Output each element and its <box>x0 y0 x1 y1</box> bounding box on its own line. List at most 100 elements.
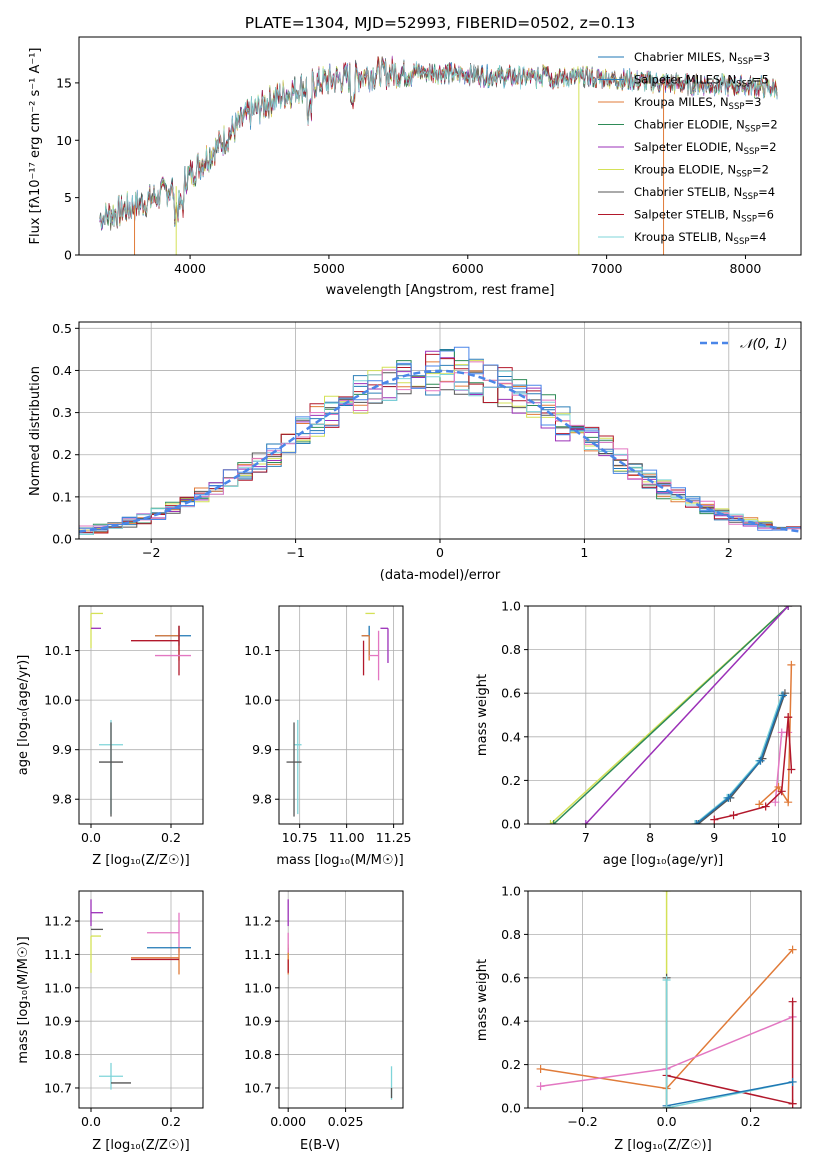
mass-vs-metallicity-y-axis-label: mass [log₁₀(M/M☉)] <box>16 936 31 1063</box>
legend-entry: Chabrier ELODIE, NSSP=2 <box>634 118 778 135</box>
mass-weight-series-line <box>553 606 789 824</box>
y-tick-label: 10.1 <box>44 643 72 658</box>
errorbar-point <box>380 627 389 663</box>
x-tick-label: 10 <box>771 830 787 845</box>
y-tick-label: 9.9 <box>252 742 272 757</box>
x-tick-label: 7000 <box>591 261 623 276</box>
mass-weight-vs-metallicity-axes: −0.2 0.0 0.2 0.0 0.2 0.4 0.6 0.8 1.0 <box>501 884 802 1129</box>
y-tick-label: 10.0 <box>244 693 272 708</box>
x-tick-label: 7 <box>582 830 590 845</box>
y-tick-label: 0.4 <box>501 1014 521 1029</box>
normal-curve-legend-label: 𝒩(0, 1) <box>740 337 787 352</box>
plus-marker <box>788 997 797 1006</box>
spectrum-y-axis-label: Flux [fλ10⁻¹⁷ erg cm⁻² s⁻¹ A⁻¹] <box>28 48 43 245</box>
spectrum-legend: Chabrier MILES, NSSP=3 Salpeter MILES, NS… <box>598 50 778 247</box>
y-tick-label: 0.2 <box>501 773 521 788</box>
y-tick-label: 0 <box>64 248 72 263</box>
mass-weight-vs-age-y-axis-label: mass weight <box>475 674 490 756</box>
age-vs-metallicity-panel: 0.0 0.2 9.8 9.9 10.0 10.1 Z [log₁₀(Z/Z☉)] age… <box>16 605 204 868</box>
spectrum-axes: 4000 5000 6000 7000 8000 0 5 10 15 <box>56 36 802 276</box>
errorbar-point <box>99 1062 123 1090</box>
y-tick-label: 10.8 <box>244 1047 272 1062</box>
mass-vs-extinction-x-axis-label: E(B-V) <box>300 1138 340 1153</box>
mass-weight-lines <box>536 891 797 1108</box>
y-tick-label: 0.8 <box>501 642 521 657</box>
errorbar-point <box>294 719 302 815</box>
errorbar-point <box>90 935 101 973</box>
plus-marker <box>784 728 793 737</box>
y-tick-label: 0.3 <box>52 405 72 420</box>
plus-marker <box>771 798 780 807</box>
y-tick-label: 10.7 <box>244 1080 272 1095</box>
age-vs-metallicity-plot-area <box>79 606 203 824</box>
mass-weight-vs-age-panel: 7 8 9 10 0.0 0.2 0.4 0.6 0.8 1.0 age [log₁₀(age/y… <box>475 599 802 868</box>
y-tick-label: 10.7 <box>44 1080 72 1095</box>
plus-marker <box>729 811 738 820</box>
plus-marker <box>691 820 700 824</box>
x-tick-label: 11.00 <box>329 830 365 845</box>
legend-entry: Kroupa MILES, NSSP=3 <box>634 95 761 112</box>
mass-weight-vs-age-x-axis-label: age [log₁₀(age/yr)] <box>603 853 724 868</box>
mass-weight-series-line <box>585 606 789 824</box>
mass-weight-vs-age-plot-area <box>528 605 801 825</box>
errorbar-point <box>131 625 180 676</box>
x-tick-label: 8000 <box>730 261 762 276</box>
y-tick-label: 0.0 <box>52 532 72 547</box>
x-tick-label: 0.025 <box>328 1114 364 1129</box>
axes-frame <box>278 890 404 1109</box>
y-tick-label: 11.0 <box>44 980 72 995</box>
spectrum-x-axis-label: wavelength [Angstrom, rest frame] <box>326 283 555 298</box>
y-tick-label: 9.8 <box>52 792 72 807</box>
age-vs-metallicity-axes: 0.0 0.2 9.8 9.9 10.0 10.1 <box>44 605 204 845</box>
plus-marker <box>755 800 764 809</box>
y-tick-label: 10.9 <box>44 1014 72 1029</box>
y-tick-label: 0.2 <box>501 1057 521 1072</box>
axes-frame <box>527 890 802 1109</box>
plus-marker <box>694 820 703 824</box>
y-tick-label: 9.9 <box>52 742 72 757</box>
y-tick-label: 11.2 <box>244 914 272 929</box>
plus-marker <box>788 1099 797 1108</box>
y-tick-label: 0.0 <box>501 817 521 832</box>
legend-entry: Salpeter MILES, NSSP=5 <box>634 73 769 90</box>
plus-marker <box>581 820 590 824</box>
y-tick-label: 1.0 <box>501 599 521 614</box>
mass-weight-vs-metallicity-plot-area <box>528 890 801 1109</box>
x-tick-label: 8 <box>646 830 654 845</box>
mass-weight-vs-metallicity-y-axis-label: mass weight <box>475 959 490 1041</box>
plus-marker <box>774 782 783 791</box>
histogram-step-series <box>78 360 801 539</box>
x-tick-label: 6000 <box>452 261 484 276</box>
plus-marker <box>779 691 788 700</box>
x-tick-label: 5000 <box>313 261 345 276</box>
y-tick-label: 10.8 <box>44 1047 72 1062</box>
axes-frame <box>78 36 802 256</box>
mass-vs-extinction-plot-area <box>279 891 403 1108</box>
mass-vs-extinction-axes: 0.000 0.025 10.7 10.8 10.9 11.0 11.1 11.2 <box>244 890 404 1129</box>
errorbar-point <box>131 947 180 975</box>
x-tick-label: −1 <box>286 545 304 560</box>
plus-marker <box>710 815 719 824</box>
plus-marker <box>662 1104 671 1108</box>
legend-entry: Salpeter STELIB, NSSP=6 <box>634 208 774 225</box>
mass-weight-series-line <box>697 692 786 824</box>
y-tick-label: 10.0 <box>44 693 72 708</box>
x-tick-label: 0.2 <box>161 830 181 845</box>
x-tick-label: 1 <box>580 545 588 560</box>
y-tick-label: 0.6 <box>501 970 521 985</box>
spectrum-lines <box>99 55 778 255</box>
plus-marker <box>787 660 796 669</box>
mass-weight-series-line <box>695 695 784 824</box>
age-vs-mass-axes: 10.75 11.00 11.25 9.8 9.9 10.0 10.1 <box>244 605 412 845</box>
plus-marker <box>761 802 770 811</box>
mass-weight-lines <box>546 606 796 824</box>
mass-weight-series-line <box>666 1081 793 1107</box>
x-tick-label: 0.0 <box>81 830 101 845</box>
mass-weight-series-line <box>666 1074 793 1105</box>
x-tick-label: 9 <box>710 830 718 845</box>
y-tick-label: 0.5 <box>52 321 72 336</box>
legend-entry: Chabrier MILES, NSSP=3 <box>634 50 770 67</box>
y-tick-label: 10 <box>56 133 72 148</box>
plus-marker <box>536 1082 545 1091</box>
